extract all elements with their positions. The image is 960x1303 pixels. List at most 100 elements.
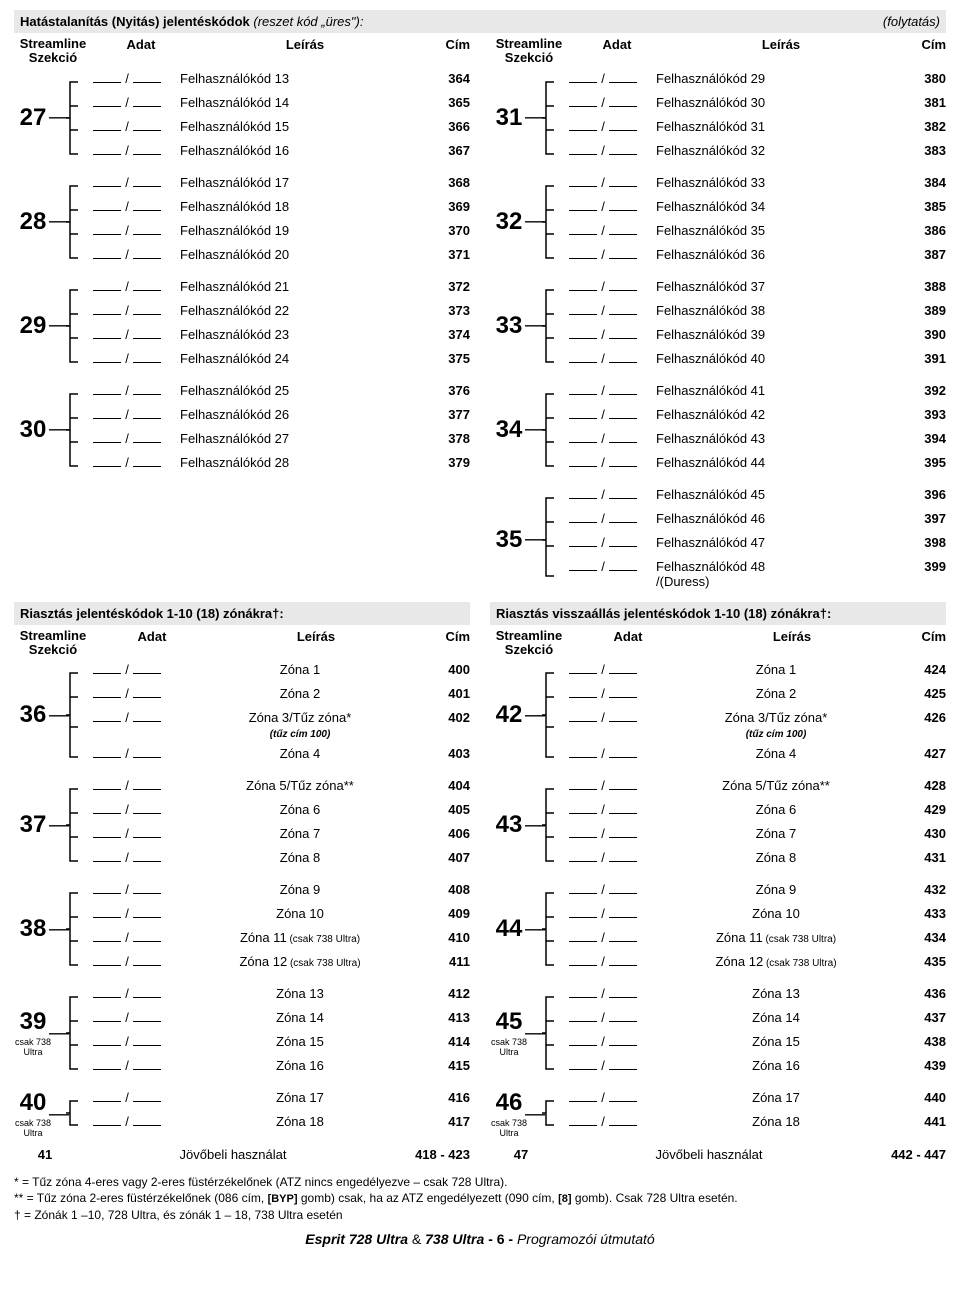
description: Zóna 4 <box>176 746 420 761</box>
description: Zóna 11 (csak 738 Ultra) <box>176 930 420 945</box>
adat-field: / <box>554 174 652 190</box>
description: Felhasználókód 19 <box>176 223 420 238</box>
dash: — <box>52 777 66 873</box>
section-number: 42 <box>490 661 528 769</box>
section-number: 30 <box>14 382 52 478</box>
adat-field: / <box>78 94 176 110</box>
adat-field: / <box>78 174 176 190</box>
adat-field: / <box>78 326 176 342</box>
address: 409 <box>420 906 470 921</box>
data-row: /Zóna 18417 <box>78 1113 470 1137</box>
adat-field: / <box>554 929 652 945</box>
data-row: /Zóna 1424 <box>554 661 946 685</box>
adat-field: / <box>78 1033 176 1049</box>
description: Zóna 10 <box>652 906 896 921</box>
address: 368 <box>420 175 470 190</box>
adat-field: / <box>554 406 652 422</box>
data-row: /Zóna 7430 <box>554 825 946 849</box>
address: 374 <box>420 327 470 342</box>
description: Felhasználókód 42 <box>652 407 896 422</box>
adat-field: / <box>554 486 652 502</box>
adat-field: / <box>554 1009 652 1025</box>
data-row: /Zóna 11 (csak 738 Ultra)410 <box>78 929 470 953</box>
adat-field: / <box>78 246 176 262</box>
description: Zóna 16 <box>176 1058 420 1073</box>
section-number: 46csak 738 Ultra <box>490 1089 528 1139</box>
bracket <box>66 278 78 374</box>
data-row: /Felhasználókód 40391 <box>554 350 946 374</box>
adat-field: / <box>554 142 652 158</box>
header-row: StreamlineSzekció Adat Leírás Cím <box>14 37 470 66</box>
description: Felhasználókód 41 <box>652 383 896 398</box>
description: Zóna 8 <box>652 850 896 865</box>
future-row: 47 Jövőbeli használat 442 - 447 <box>490 1147 946 1162</box>
data-row: /Zóna 10409 <box>78 905 470 929</box>
bracket <box>542 661 554 769</box>
bracket <box>66 70 78 166</box>
description: Zóna 16 <box>652 1058 896 1073</box>
header-row: StreamlineSzekció Adat Leírás Cím <box>14 629 470 658</box>
description: Zóna 13 <box>176 986 420 1001</box>
description: Zóna 14 <box>176 1010 420 1025</box>
header-row: StreamlineSzekció Adat Leírás Cím <box>490 37 946 66</box>
data-row: /Felhasználókód 41392 <box>554 382 946 406</box>
dash: — <box>52 382 66 478</box>
address: 411 <box>420 954 470 969</box>
section-group: 29—/Felhasználókód 21372/Felhasználókód … <box>14 278 470 374</box>
section-number: 33 <box>490 278 528 374</box>
address: 395 <box>896 455 946 470</box>
description: Felhasználókód 37 <box>652 279 896 294</box>
bracket <box>542 70 554 166</box>
dash: — <box>52 278 66 374</box>
address: 370 <box>420 223 470 238</box>
adat-field: / <box>78 905 176 921</box>
description: Zóna 6 <box>176 802 420 817</box>
bracket <box>66 777 78 873</box>
description: Felhasználókód 13 <box>176 71 420 86</box>
data-row: /Felhasználókód 48/(Duress)399 <box>554 558 946 594</box>
address: 386 <box>896 223 946 238</box>
top-columns: StreamlineSzekció Adat Leírás Cím 27—/Fe… <box>14 33 946 602</box>
adat-field: / <box>78 382 176 398</box>
address: 440 <box>896 1090 946 1105</box>
description: Felhasználókód 24 <box>176 351 420 366</box>
data-row: /Zóna 14437 <box>554 1009 946 1033</box>
address: 401 <box>420 686 470 701</box>
dash: — <box>52 174 66 270</box>
section-number: 32 <box>490 174 528 270</box>
address: 404 <box>420 778 470 793</box>
data-row: /Felhasználókód 25376 <box>78 382 470 406</box>
section-group: 28—/Felhasználókód 17368/Felhasználókód … <box>14 174 470 270</box>
section-group: 35—/Felhasználókód 45396/Felhasználókód … <box>490 486 946 594</box>
dash: — <box>528 1089 542 1139</box>
data-row: /Zóna 9432 <box>554 881 946 905</box>
address: 377 <box>420 407 470 422</box>
section-group: 30— /Felhasználókód 25376/Felhasználókód … <box>14 382 470 478</box>
data-row: /Felhasználókód 35386 <box>554 222 946 246</box>
section-group: 43—/Zóna 5/Tűz zóna**428/Zóna 6429/Zóna … <box>490 777 946 873</box>
adat-field: / <box>78 278 176 294</box>
adat-field: / <box>554 905 652 921</box>
data-row: /Felhasználókód 39390 <box>554 326 946 350</box>
address: 399 <box>896 559 946 574</box>
description: Felhasználókód 26 <box>176 407 420 422</box>
address: 405 <box>420 802 470 817</box>
address: 398 <box>896 535 946 550</box>
address: 403 <box>420 746 470 761</box>
mid-right-banner: Riasztás visszaállás jelentéskódok 1-10 … <box>490 602 946 625</box>
description: Zóna 12 (csak 738 Ultra) <box>176 954 420 969</box>
description: Felhasználókód 30 <box>652 95 896 110</box>
address: 406 <box>420 826 470 841</box>
description: Felhasználókód 17 <box>176 175 420 190</box>
adat-field: / <box>78 70 176 86</box>
description: Felhasználókód 45 <box>652 487 896 502</box>
address: 367 <box>420 143 470 158</box>
description: Zóna 9 <box>652 882 896 897</box>
data-row: /Zóna 4403 <box>78 745 470 769</box>
data-row: /Zóna 2425 <box>554 685 946 709</box>
address: 378 <box>420 431 470 446</box>
data-row: /Zóna 6429 <box>554 801 946 825</box>
description: Zóna 2 <box>176 686 420 701</box>
adat-field: / <box>78 953 176 969</box>
adat-field: / <box>554 801 652 817</box>
